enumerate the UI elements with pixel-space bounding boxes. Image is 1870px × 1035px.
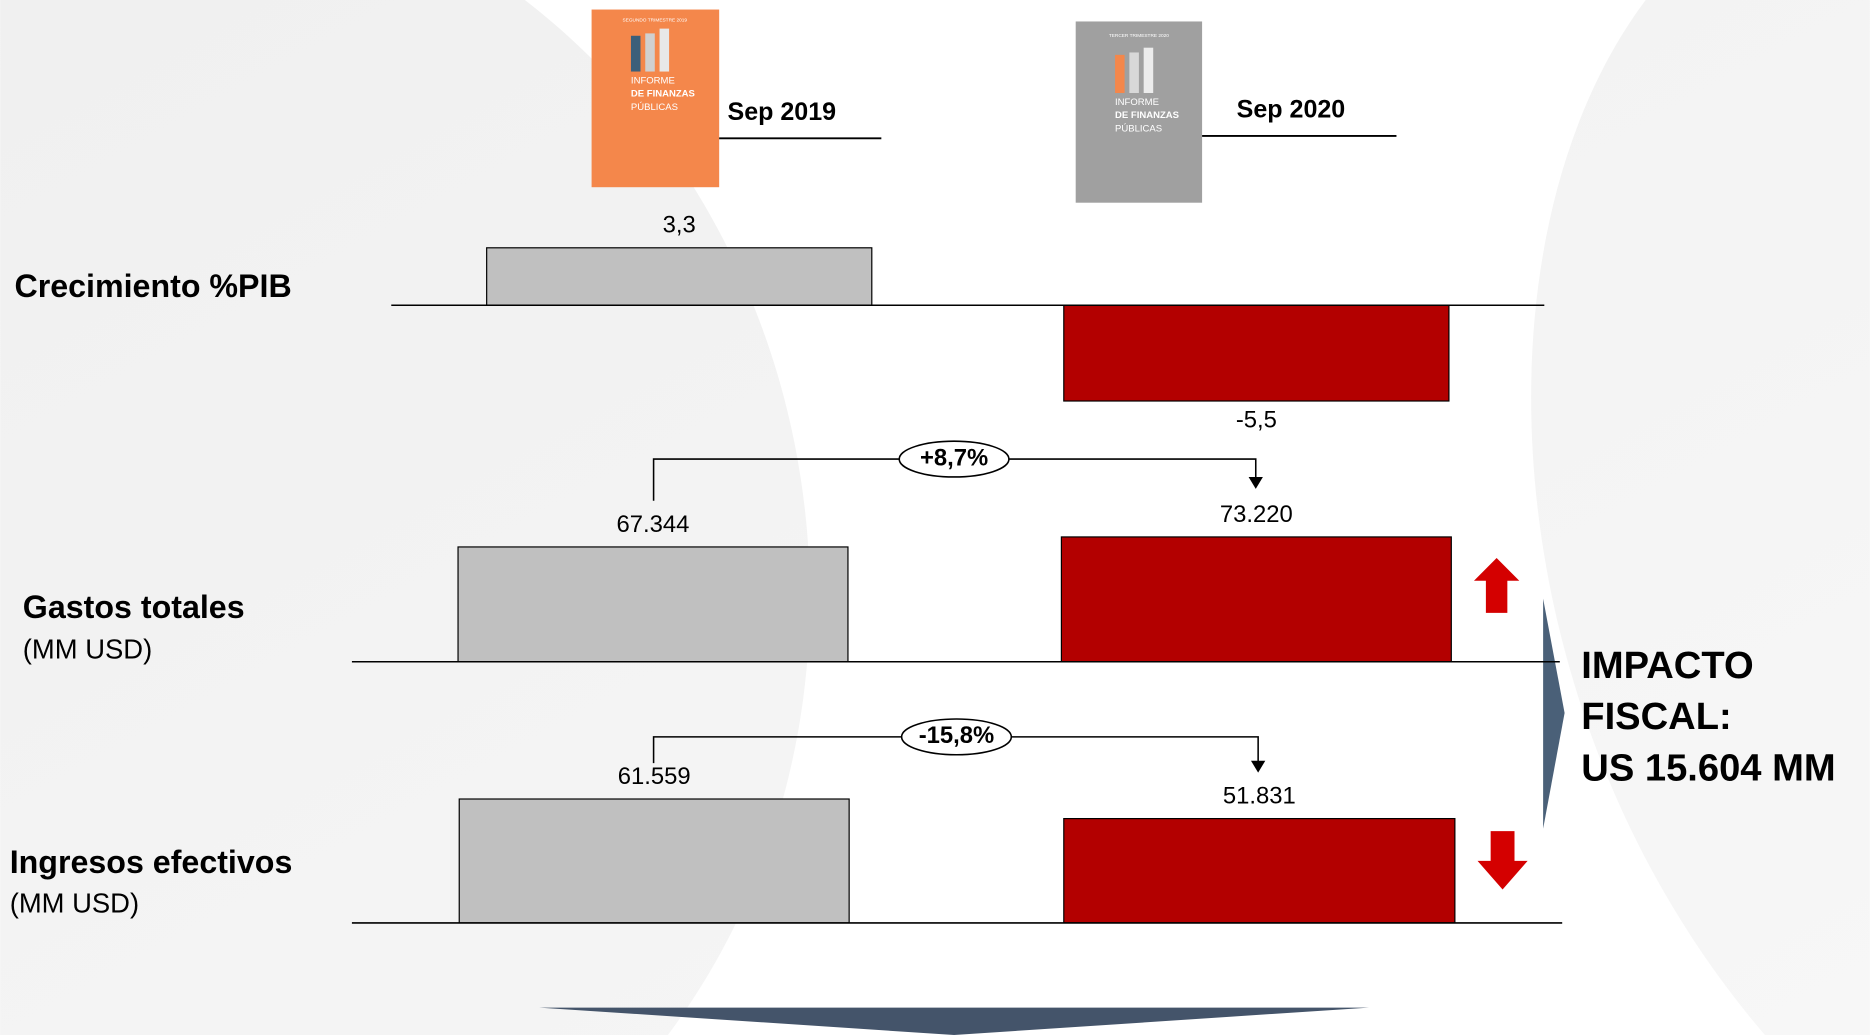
value-label: 61.559 (618, 763, 691, 790)
change-arrowhead (1250, 760, 1266, 773)
cover-icon (645, 33, 655, 72)
change-label: +8,7% (920, 444, 988, 471)
cover-title: DE FINANZAS (631, 89, 695, 100)
cover (591, 9, 720, 188)
row-label: Gastos totales (23, 589, 245, 625)
impact-text: IMPACTO (1581, 644, 1753, 687)
cover-2020: TERCER TRIMESTRE 2020 INFORME DE FINANZA… (1075, 21, 1203, 203)
bar (1063, 304, 1450, 402)
value-label: 3,3 (663, 212, 696, 239)
bar (1060, 536, 1452, 663)
cover-title: PÚBLICAS (1115, 123, 1162, 134)
impact-text: US 15.604 MM (1581, 746, 1835, 789)
impact-text: FISCAL: (1581, 695, 1731, 738)
cover-title: DE FINANZAS (1115, 110, 1179, 121)
cover-title: INFORME (631, 76, 675, 87)
row-unit: (MM USD) (23, 633, 152, 664)
bar (1063, 817, 1456, 924)
value-label: -5,5 (1236, 407, 1277, 434)
cover-icon (1129, 52, 1139, 94)
cover-quarter: SEGUNDO TRIMESTRE 2019 (622, 18, 687, 24)
cover-icon (659, 28, 670, 72)
up-arrow (1473, 558, 1520, 613)
cover-2019: SEGUNDO TRIMESTRE 2019 INFORME DE FINANZ… (591, 9, 720, 188)
down-arrow (1477, 831, 1528, 890)
bottom-arrow (539, 1007, 1370, 1035)
bar (486, 247, 873, 306)
cover-icon (1115, 54, 1125, 94)
value-label: 51.831 (1223, 782, 1296, 809)
cover (1075, 21, 1203, 203)
value-label: 67.344 (617, 511, 690, 538)
change-bubble (898, 440, 1010, 478)
cover-icon (630, 35, 641, 72)
change-bubble (900, 718, 1013, 756)
cover-icon (1143, 47, 1154, 94)
change-arrowhead (1248, 476, 1263, 489)
row-label: Crecimiento %PIB (14, 268, 291, 304)
column-label: Sep 2019 (728, 98, 837, 126)
change-label: -15,8% (919, 722, 995, 749)
column-label: Sep 2020 (1237, 96, 1346, 124)
cover-title: PÚBLICAS (631, 102, 678, 113)
cover-title: INFORME (1115, 97, 1159, 108)
bar (457, 546, 849, 663)
row-unit: (MM USD) (10, 887, 139, 918)
value-label: 73.220 (1220, 501, 1293, 528)
bar (458, 798, 850, 924)
row-label: Ingresos efectivos (10, 844, 293, 880)
cover-quarter: TERCER TRIMESTRE 2020 (1109, 33, 1169, 39)
chevron (1543, 598, 1565, 829)
